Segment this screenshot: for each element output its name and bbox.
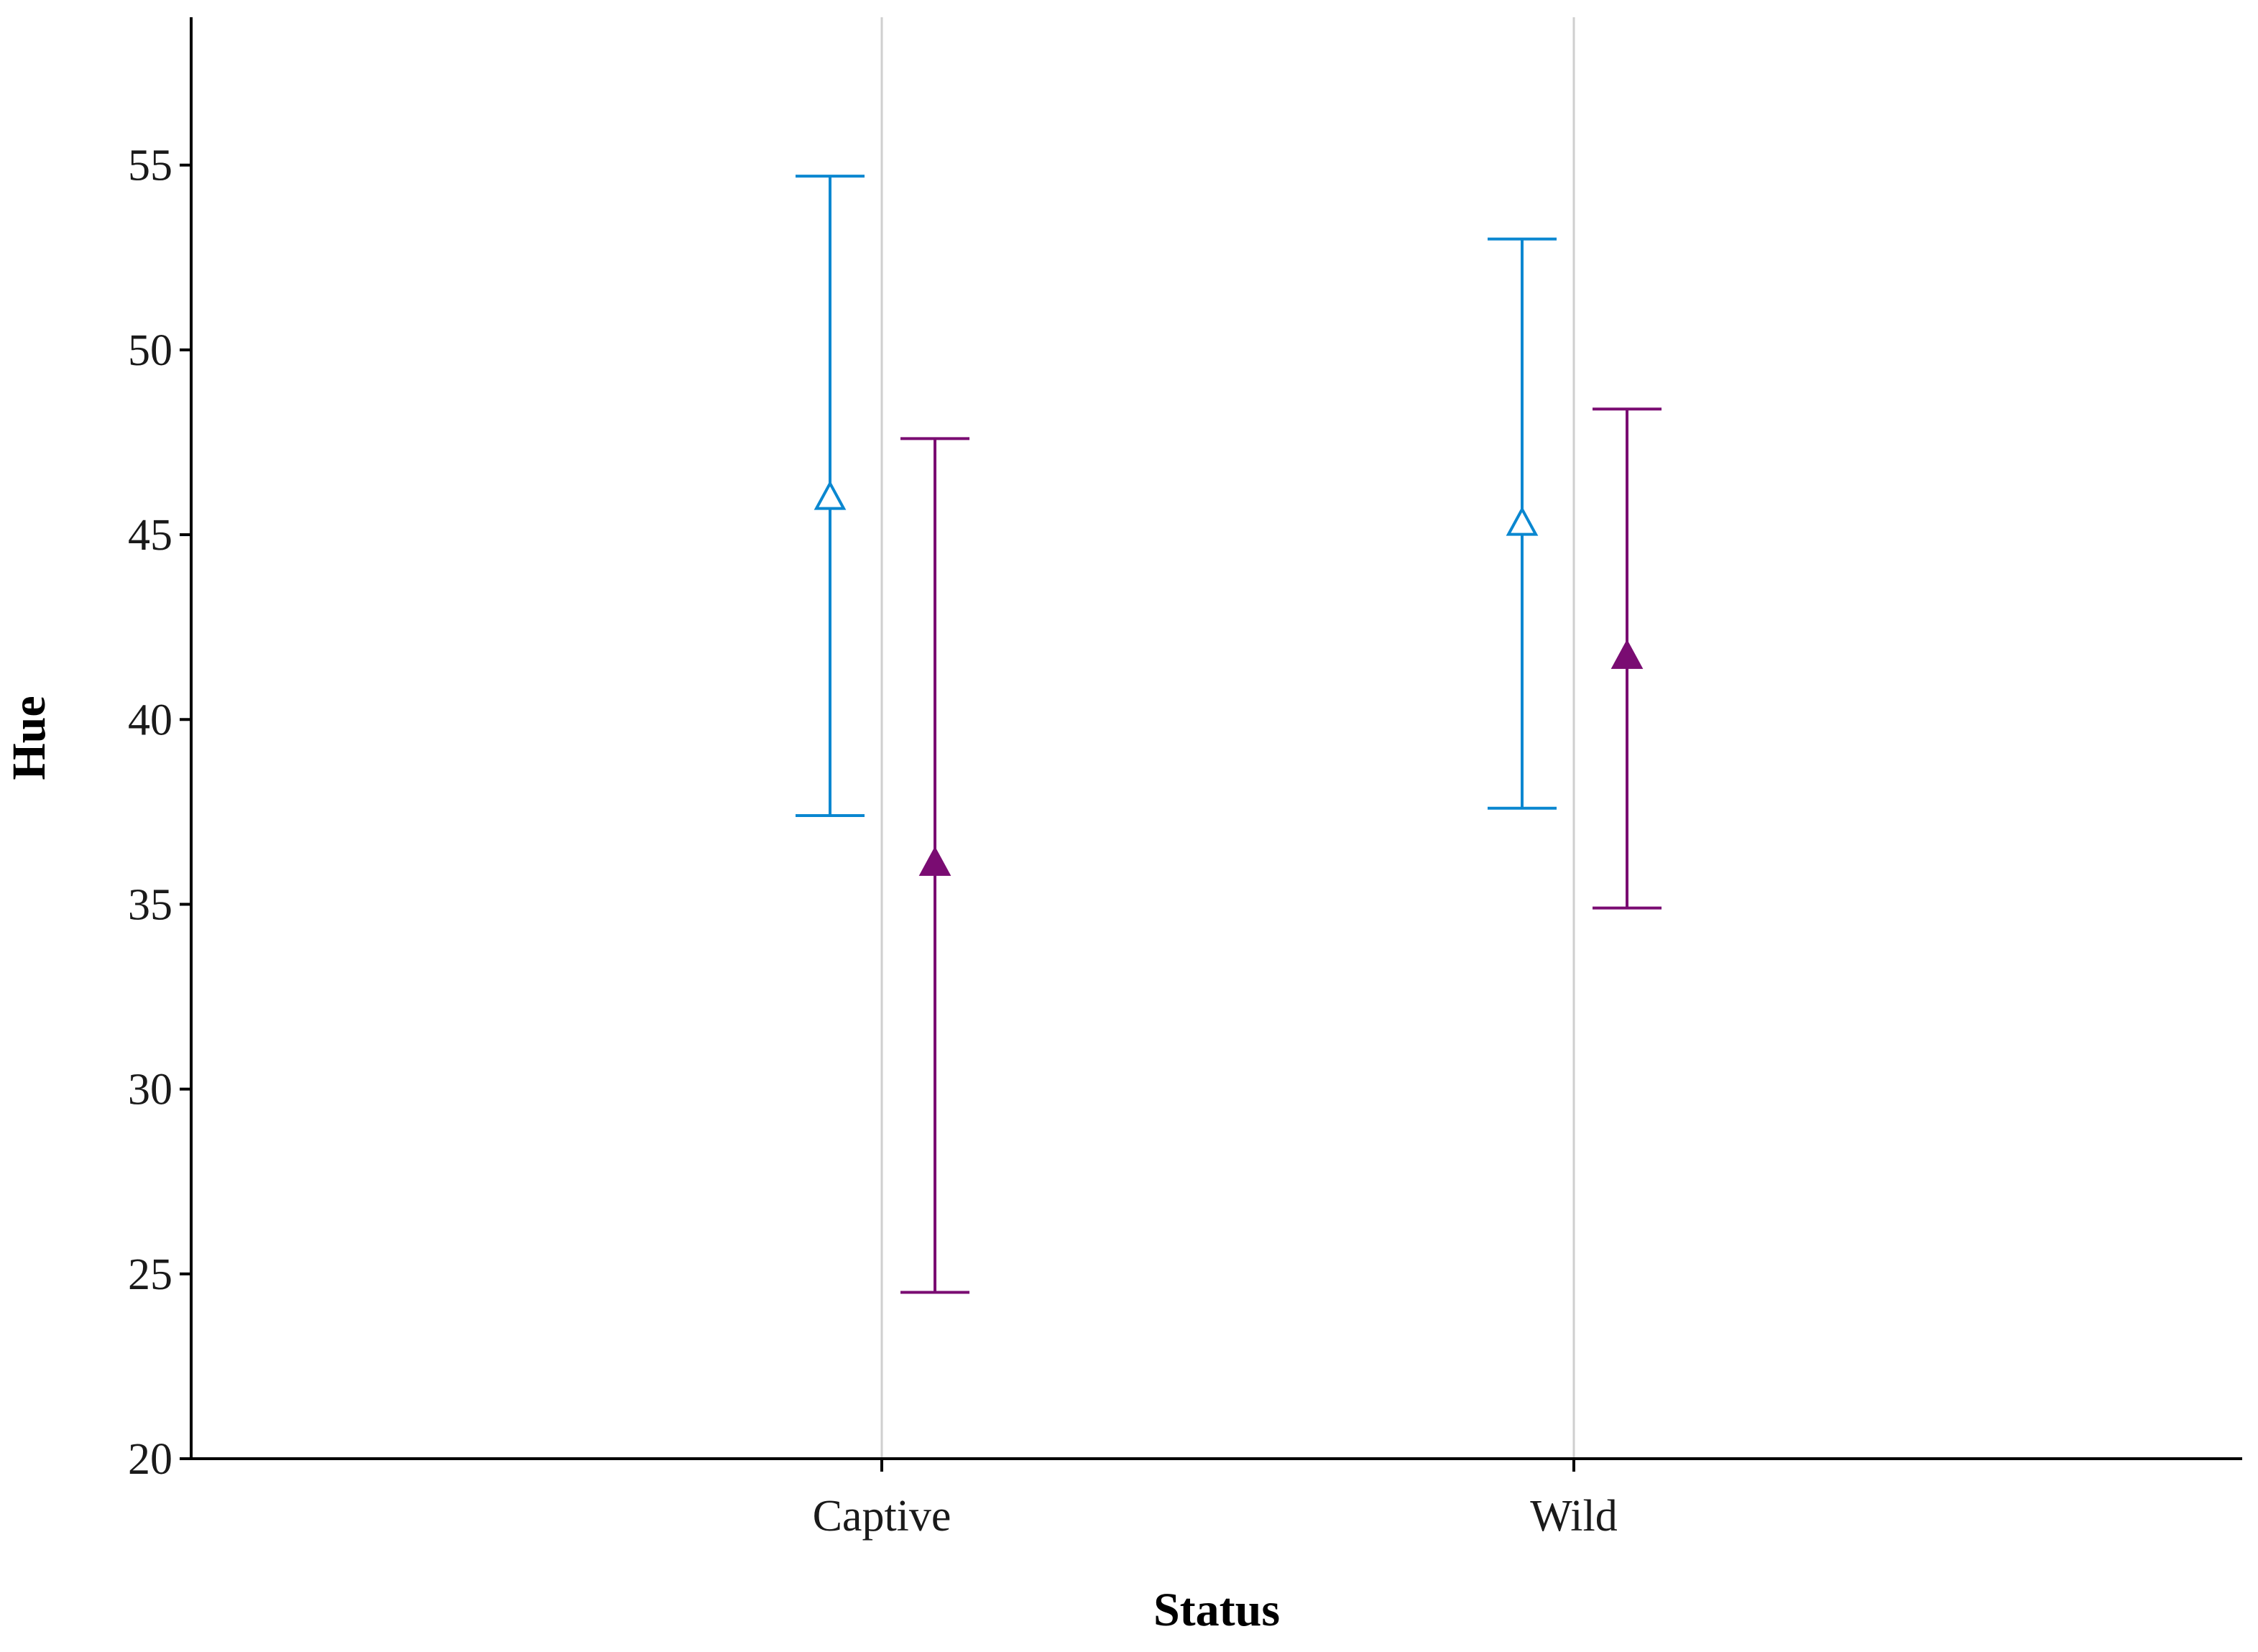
grid-layer <box>880 17 1575 1459</box>
series-1 <box>796 175 1557 818</box>
series-2 <box>900 407 1662 1294</box>
mean-marker-wild <box>1610 639 1644 669</box>
y-axis-title: Hue <box>3 696 55 780</box>
y-tick-label: 50 <box>128 326 172 375</box>
mean-marker-captive <box>918 846 951 876</box>
y-tick-label: 25 <box>128 1250 172 1299</box>
x-tick-label: Captive <box>813 1492 951 1541</box>
y-tick-label: 40 <box>128 696 172 744</box>
x-tick-layer: Captive Wild <box>813 1459 1618 1541</box>
y-tick-layer: 20 25 30 35 40 45 50 55 <box>128 142 191 1484</box>
mean-marker-captive <box>814 480 847 510</box>
x-tick-label: Wild <box>1530 1492 1618 1541</box>
x-axis-title: Status <box>1153 1584 1280 1636</box>
y-tick-label: 55 <box>128 142 172 190</box>
y-tick-label: 30 <box>128 1066 172 1115</box>
y-tick-label: 45 <box>128 511 172 560</box>
y-tick-label: 20 <box>128 1435 172 1484</box>
y-tick-label: 35 <box>128 880 172 929</box>
series-layer <box>796 175 1662 1294</box>
mean-marker-wild <box>1506 506 1539 536</box>
axes-layer <box>190 17 2242 1460</box>
